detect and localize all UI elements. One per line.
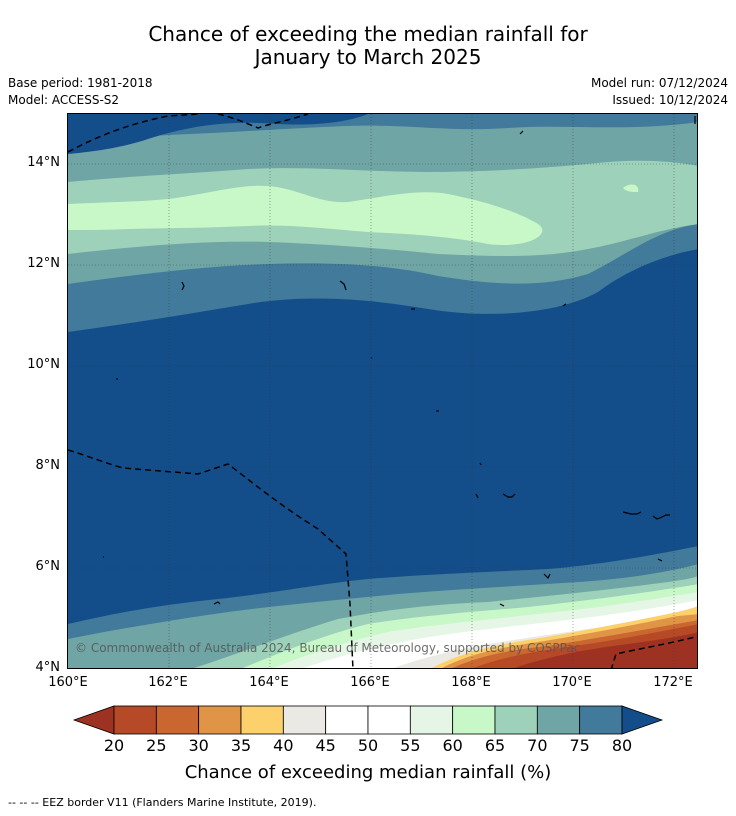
colorbar-tick-label: 45: [315, 736, 336, 755]
map-gridlines: [68, 114, 697, 668]
lat-label-10n: 10°N: [27, 357, 60, 372]
colorbar-extend-low: [72, 705, 115, 735]
colorbar-swatch: [409, 705, 454, 735]
lon-label-170e: 170°E: [552, 675, 592, 690]
colorbar-swatch: [536, 705, 581, 735]
model-text: Model: ACCESS-S2: [8, 93, 120, 107]
region-60-65-north: [68, 185, 543, 245]
rainfall-map: [67, 113, 698, 669]
colorbar-title: Chance of exceeding median rainfall (%): [184, 762, 552, 783]
colorbar-tick-label: 35: [230, 736, 252, 755]
colorbar-tick-label: 60: [442, 736, 463, 755]
colorbar-tick-label: 50: [357, 736, 379, 755]
colorbar-tick-label: 55: [400, 736, 421, 755]
colorbar-swatch: [198, 705, 242, 735]
lon-label-162e: 162°E: [148, 675, 188, 690]
colorbar-tick-label: 40: [273, 736, 294, 755]
region-below-20-south: [513, 632, 697, 668]
colorbar-swatch: [494, 705, 538, 735]
lon-label-168e: 168°E: [451, 675, 491, 690]
colorbar-swatch: [240, 705, 284, 735]
colorbar-tick-label: 20: [103, 736, 125, 755]
colorbar-tick-label: 75: [569, 736, 590, 755]
lat-label-4n: 4°N: [35, 660, 61, 675]
colorbar-swatch: [155, 705, 200, 735]
map-canvas: [68, 114, 697, 668]
region-above-80-top: [68, 114, 368, 154]
lon-label-166e: 166°E: [350, 675, 390, 690]
lat-label-12n: 12°N: [27, 256, 60, 271]
lon-label-160e: 160°E: [48, 675, 88, 690]
copyright-notice: © Commonwealth of Australia 2024, Bureau…: [75, 641, 581, 655]
lon-label-164e: 164°E: [249, 675, 289, 690]
lat-label-6n: 6°N: [35, 559, 61, 574]
colorbar-tick-label: 65: [484, 736, 506, 755]
lat-label-14n: 14°N: [27, 155, 60, 170]
model-run-text: Model run: 07/12/2024: [590, 76, 728, 90]
colorbar-swatch: [579, 705, 623, 735]
colorbar-tick-label: 25: [146, 736, 167, 755]
issued-text: Issued: 10/12/2024: [612, 93, 728, 107]
islands: [103, 116, 696, 607]
eez-footnote: -- -- -- EEZ border V11 (Flanders Marine…: [8, 796, 317, 809]
colorbar-swatch: [367, 705, 411, 735]
colorbar-swatch: [113, 705, 157, 735]
colorbar-swatch: [282, 705, 327, 735]
lon-label-172e: 172°E: [653, 675, 693, 690]
region-60-65-patch: [623, 184, 639, 192]
map-title-line-1: Chance of exceeding the median rainfall …: [148, 22, 588, 46]
colorbar-extend-high: [621, 705, 664, 735]
colorbar-swatch: [452, 705, 496, 735]
colorbar-tick-label: 80: [611, 736, 633, 755]
colorbar-tick-label: 70: [527, 736, 548, 755]
map-title-line-2: January to March 2025: [254, 45, 482, 69]
eez-borders: [68, 114, 697, 668]
colorbar: [72, 705, 664, 735]
colorbar-swatch: [325, 705, 369, 735]
base-period-text: Base period: 1981-2018: [8, 76, 153, 90]
lat-label-8n: 8°N: [35, 458, 61, 473]
colorbar-tick-label: 30: [188, 736, 209, 755]
